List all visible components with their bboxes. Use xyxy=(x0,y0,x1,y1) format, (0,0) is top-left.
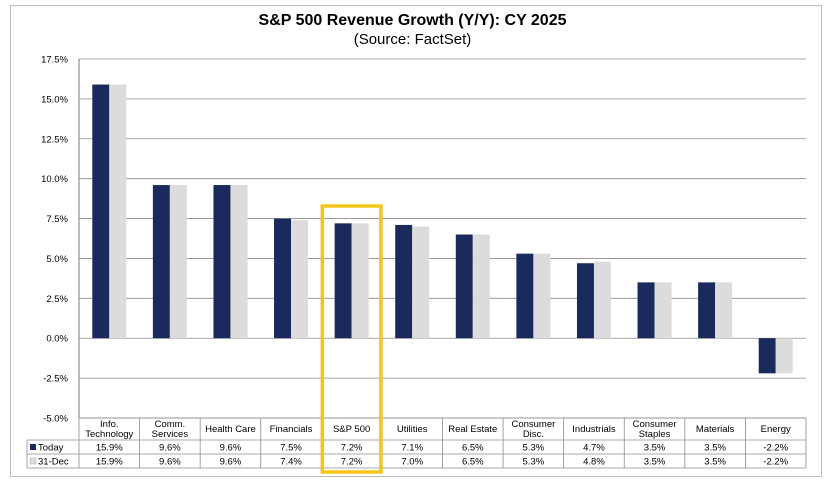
bar-today xyxy=(637,282,655,339)
bar-today xyxy=(395,224,413,339)
y-tick-label: 17.5% xyxy=(41,55,68,66)
data-label: 7.2% xyxy=(341,457,363,468)
category-label: Consumer xyxy=(633,419,677,430)
data-label: 7.4% xyxy=(280,457,302,468)
category-label: Services xyxy=(152,429,189,440)
data-label: 7.5% xyxy=(280,443,302,454)
y-tick-label: 5.0% xyxy=(46,254,68,265)
chart-subtitle: (Source: FactSet) xyxy=(353,31,472,48)
y-tick-label: -5.0% xyxy=(43,414,68,425)
data-label: 3.5% xyxy=(704,443,726,454)
category-label: Consumer xyxy=(511,419,555,430)
legend-swatch xyxy=(29,457,37,465)
data-label: 4.8% xyxy=(583,457,605,468)
bar-31-dec xyxy=(291,220,309,339)
category-label: Technology xyxy=(85,429,133,440)
bar-31-dec xyxy=(715,282,733,339)
y-tick-label: 7.5% xyxy=(46,214,68,225)
category-label: Materials xyxy=(696,424,735,435)
legend-swatch xyxy=(30,444,36,450)
bar-today xyxy=(274,218,292,339)
highlight-box xyxy=(320,204,383,474)
y-tick-label: 12.5% xyxy=(41,134,68,145)
bar-today xyxy=(334,223,352,339)
data-label: 7.1% xyxy=(401,443,423,454)
bar-today xyxy=(758,338,776,374)
data-label: 9.6% xyxy=(159,457,181,468)
bar-31-dec xyxy=(775,338,793,374)
y-tick-label: 0.0% xyxy=(46,334,68,345)
bar-today xyxy=(92,84,110,339)
data-label: -2.2% xyxy=(763,443,788,454)
data-label: 9.6% xyxy=(159,443,181,454)
bar-31-dec xyxy=(230,185,248,339)
bar-31-dec xyxy=(472,234,490,339)
data-label: 3.5% xyxy=(704,457,726,468)
legend-label: Today xyxy=(38,443,64,454)
bar-today xyxy=(152,185,170,339)
y-tick-label: 15.0% xyxy=(41,94,68,105)
y-tick-label: -2.5% xyxy=(43,374,68,385)
chart-frame xyxy=(10,5,822,477)
bar-31-dec xyxy=(351,223,369,339)
data-label: 9.6% xyxy=(220,457,242,468)
data-label: 3.5% xyxy=(644,443,666,454)
data-label: 3.5% xyxy=(644,457,666,468)
category-label: Real Estate xyxy=(448,424,497,435)
data-label: 5.3% xyxy=(523,443,545,454)
data-label: 6.5% xyxy=(462,457,484,468)
category-label: S&P 500 xyxy=(333,424,370,435)
y-tick-label: 10.0% xyxy=(41,174,68,185)
bar-today xyxy=(516,253,534,339)
bar-31-dec xyxy=(533,253,551,339)
chart-title: S&P 500 Revenue Growth (Y/Y): CY 2025 xyxy=(258,12,567,29)
category-label: Industrials xyxy=(572,424,616,435)
data-label: -2.2% xyxy=(763,457,788,468)
data-label: 15.9% xyxy=(96,443,123,454)
y-tick-label: 2.5% xyxy=(46,294,68,305)
data-label: 6.5% xyxy=(462,443,484,454)
data-label: 7.0% xyxy=(401,457,423,468)
category-label: Staples xyxy=(639,429,671,440)
category-label: Disc. xyxy=(523,429,544,440)
bar-31-dec xyxy=(654,282,672,339)
category-label: Info. xyxy=(100,419,119,430)
data-label: 5.3% xyxy=(523,457,545,468)
data-label: 7.2% xyxy=(341,443,363,454)
legend-label: 31-Dec xyxy=(38,457,69,468)
bar-today xyxy=(698,282,716,339)
category-label: Financials xyxy=(270,424,313,435)
bar-today xyxy=(576,263,594,339)
category-label: Utilities xyxy=(397,424,428,435)
bar-31-dec xyxy=(169,185,187,339)
data-label: 4.7% xyxy=(583,443,605,454)
category-label: Comm. xyxy=(155,419,186,430)
bar-today xyxy=(213,185,231,339)
bar-31-dec xyxy=(593,261,611,339)
bar-31-dec xyxy=(412,226,430,339)
data-label: 15.9% xyxy=(96,457,123,468)
bar-today xyxy=(455,234,473,339)
data-label: 9.6% xyxy=(220,443,242,454)
category-label: Health Care xyxy=(205,424,256,435)
bar-31-dec xyxy=(109,84,127,339)
category-label: Energy xyxy=(761,424,791,435)
